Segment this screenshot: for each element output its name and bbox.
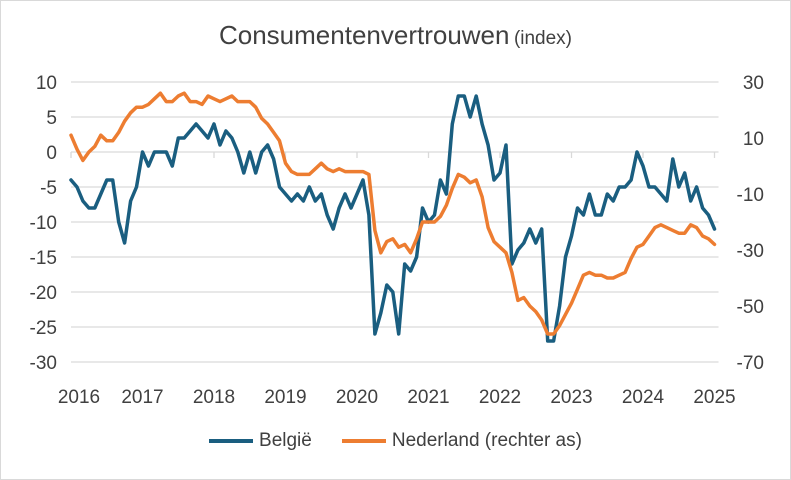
y-right-tick-label: -70	[737, 353, 764, 374]
legend-swatch-belgie	[209, 439, 254, 443]
series-line-nederland	[69, 91, 717, 336]
x-tick-label: 2025	[693, 387, 735, 408]
x-tick-label: 2020	[336, 387, 378, 408]
chart-subtitle: (index)	[513, 28, 573, 49]
legend-item-nederland: Nederland (rechter as)	[341, 430, 582, 452]
y-left-tick-label: -30	[30, 353, 57, 374]
series-line-belgie	[69, 94, 717, 343]
y-right-tick-label: -30	[737, 241, 764, 262]
x-tick-label: 2023	[550, 387, 592, 408]
y-left-tick-label: -5	[40, 178, 57, 199]
legend-label-belgie: België	[259, 430, 312, 451]
legend-label-nederland: Nederland (rechter as)	[391, 430, 582, 451]
y-left-tick-label: -15	[30, 248, 57, 269]
legend: België Nederland (rechter as)	[0, 430, 791, 452]
x-tick-label: 2018	[193, 387, 235, 408]
y-right-tick-label: 10	[743, 129, 764, 150]
y-left-tick-label: 5	[46, 108, 57, 129]
y-left-tick-label: -10	[30, 213, 57, 234]
y-left-tick-label: 0	[46, 143, 57, 164]
y-left-tick-label: -20	[30, 283, 57, 304]
x-tick-label: 2019	[264, 387, 306, 408]
y-right-tick-label: -50	[737, 297, 764, 318]
x-tick-label: 2022	[479, 387, 521, 408]
x-tick-label: 2024	[622, 387, 665, 408]
y-right-tick-label: 30	[743, 73, 764, 94]
x-tick-label: 2017	[121, 387, 163, 408]
chart-title: Consumentenvertrouwen (index)	[0, 20, 791, 51]
legend-item-belgie: België	[209, 430, 312, 452]
chart-title-main: Consumentenvertrouwen	[218, 20, 510, 50]
y-left-tick-label: 10	[36, 73, 57, 94]
y-right-tick-label: -10	[737, 185, 764, 206]
y-left-tick-label: -25	[30, 318, 57, 339]
legend-swatch-nederland	[341, 439, 386, 443]
x-tick-label: 2016	[58, 387, 100, 408]
x-tick-label: 2021	[407, 387, 449, 408]
